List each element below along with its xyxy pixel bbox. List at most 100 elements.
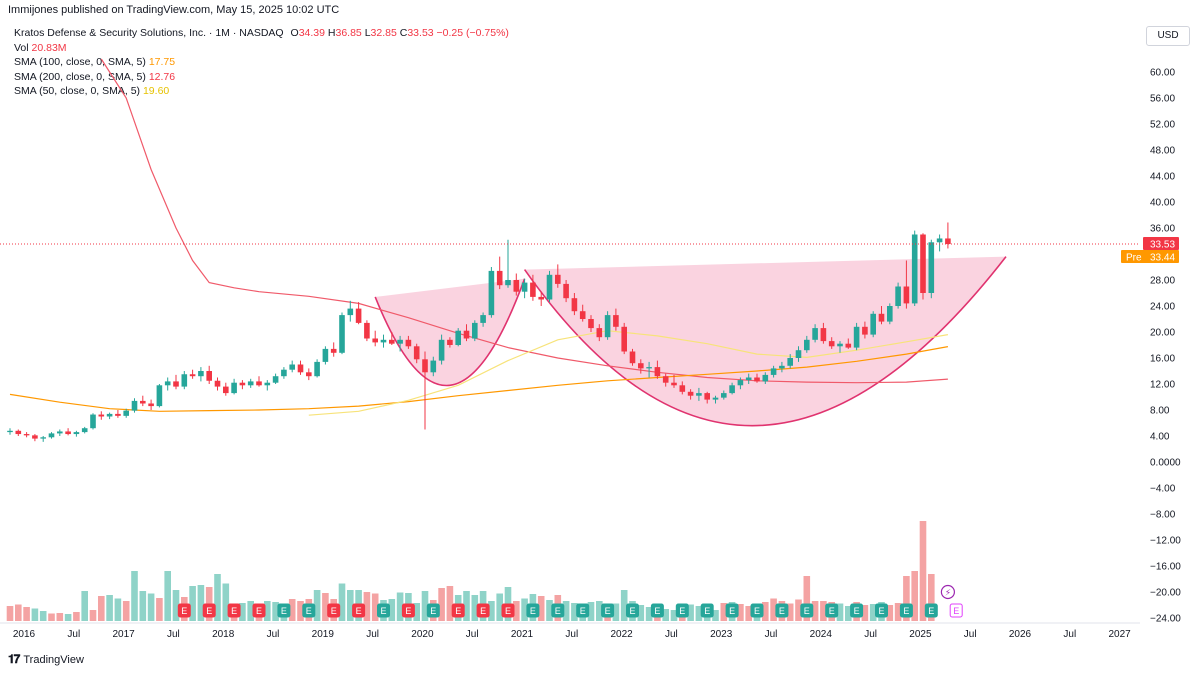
candle-body — [65, 431, 71, 435]
candle-body — [903, 286, 910, 304]
volume-bar — [197, 585, 205, 621]
earnings-badge — [825, 603, 839, 618]
candle-body — [223, 386, 229, 394]
candle-body — [646, 367, 652, 369]
earnings-badge — [401, 603, 415, 618]
sma200-line — [100, 58, 948, 384]
volume-bar — [81, 591, 88, 621]
x-tick-label: Jul — [964, 629, 977, 640]
earnings-letter: E — [953, 606, 959, 616]
legend-high: 36.85 — [335, 27, 362, 39]
pre-price-tag — [1121, 250, 1179, 264]
earnings-badge — [875, 603, 888, 618]
candle-body — [57, 431, 63, 434]
volume-bar — [587, 602, 595, 621]
y-tick-label: 52.00 — [1150, 120, 1175, 131]
volume-bar — [537, 596, 545, 621]
left-cup-fill — [375, 278, 525, 386]
volume-bar — [836, 603, 844, 621]
y-tick-label: −12.00 — [1150, 536, 1181, 547]
candle-body — [364, 322, 370, 339]
candle-body — [181, 374, 188, 387]
earnings-badge — [626, 603, 639, 618]
volume-bar — [712, 610, 719, 621]
volume-bar — [139, 591, 147, 621]
volume-bars — [6, 521, 935, 621]
tradingview-brand[interactable]: 𝟏𝟕 TradingView — [8, 652, 84, 667]
x-tick-label: 2020 — [411, 629, 434, 640]
candle-body — [621, 326, 627, 352]
sma50-line — [308, 330, 949, 416]
x-tick-label: 2026 — [1009, 629, 1032, 640]
last-price-tag-text: 33.53 — [1150, 240, 1175, 251]
volume-bar — [64, 614, 72, 621]
volume-bar — [6, 606, 14, 621]
y-tick-label: 12.00 — [1150, 380, 1175, 391]
candle-body — [339, 315, 345, 353]
legend-sma50-label[interactable]: SMA (50, close, 0, SMA, 5) — [14, 85, 141, 97]
volume-bar — [164, 571, 171, 621]
candle-body — [779, 365, 785, 369]
earnings-letter: E — [555, 606, 561, 616]
candle-body — [928, 242, 935, 293]
volume-bar — [869, 604, 877, 621]
candle-body — [804, 339, 810, 351]
price-axis[interactable]: 60.0056.0052.0048.0044.0040.0036.0032.00… — [1150, 68, 1181, 625]
earnings-marker: E — [327, 603, 341, 618]
volume-bar — [396, 592, 404, 621]
candle-body — [712, 397, 719, 400]
volume-bar — [114, 598, 122, 621]
candle-body — [413, 346, 420, 360]
x-tick-label: 2022 — [610, 629, 633, 640]
candle-body — [140, 400, 146, 404]
volume-bar — [845, 606, 852, 621]
legend-sma100-label[interactable]: SMA (100, close, 0, SMA, 5) — [14, 56, 146, 68]
candle-body — [322, 348, 329, 362]
volume-bar — [820, 601, 827, 621]
earnings-marker: E — [177, 603, 191, 618]
candle-body — [73, 432, 80, 435]
candle-body — [662, 376, 669, 383]
earnings-marker: E — [277, 603, 291, 618]
volume-bar — [147, 593, 155, 621]
y-tick-label: 44.00 — [1150, 172, 1175, 183]
earnings-letter: E — [530, 606, 536, 616]
legend-sma50: 19.60 — [142, 85, 170, 97]
publish-header: Immijones published on TradingView.com, … — [8, 4, 340, 16]
candle-body — [447, 339, 453, 345]
y-tick-label: 8.00 — [1150, 406, 1170, 417]
volume-bar — [48, 613, 55, 621]
time-axis[interactable]: 2016 Jul 2017 Jul 2018 Jul 2019 Jul 2020 Jul 2021 J… — [13, 629, 1131, 640]
tradingview-logo-icon: 𝟏𝟕 — [8, 652, 20, 666]
earnings-marker: E — [377, 603, 390, 618]
earnings-badge — [551, 603, 565, 618]
legend-sma50-row: SMA (50, close, 0, SMA, 5) 19.60 — [14, 84, 509, 99]
earnings-letter: E — [231, 606, 237, 616]
candle-body — [787, 358, 793, 366]
volume-bar — [886, 605, 894, 621]
earnings-marker: E — [401, 603, 415, 618]
currency-button[interactable]: USD — [1146, 26, 1190, 46]
candle-body — [911, 234, 918, 304]
earnings-letter: E — [679, 606, 685, 616]
volume-bar — [23, 607, 30, 621]
legend-symbol[interactable]: Kratos Defense & Security Solutions, Inc… — [14, 27, 284, 39]
legend-low: 32.85 — [370, 27, 397, 39]
candle-body — [347, 308, 354, 316]
earnings-marker: E — [302, 603, 316, 618]
x-tick-label: 2023 — [710, 629, 733, 640]
candle-body — [505, 280, 511, 286]
candle-body — [131, 400, 138, 411]
legend-sma200-label[interactable]: SMA (200, close, 0, SMA, 5) — [14, 70, 146, 83]
legend-vol-label[interactable]: Vol — [14, 41, 29, 54]
volume-bar — [313, 590, 321, 621]
earnings-letter: E — [455, 606, 461, 616]
earnings-letter: E — [629, 606, 635, 616]
x-tick-label: 2025 — [909, 629, 932, 640]
x-tick-label: Jul — [267, 629, 280, 640]
legend-high-label: H — [327, 27, 336, 39]
brand-label: TradingView — [23, 653, 84, 666]
earnings-badge — [725, 603, 739, 618]
volume-bar — [363, 592, 371, 621]
